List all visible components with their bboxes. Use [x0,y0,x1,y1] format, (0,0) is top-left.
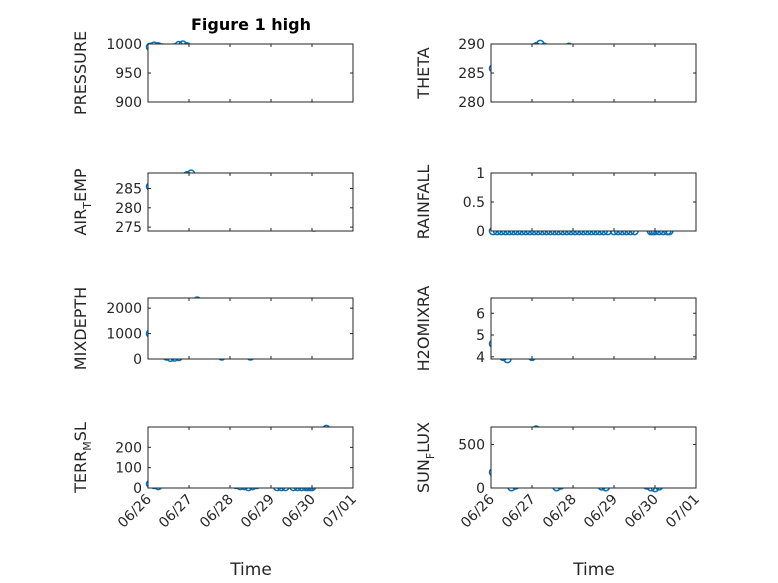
subplot-7: 0 100 200 06/26 06/27 06/28 06/29 06/30 07/01 TER… [71,422,360,531]
x-tick-label: 06/29 [238,492,278,532]
x-tick-label: 07/01 [320,492,360,532]
y-tick-label: 950 [115,66,142,82]
y-tick-label: 200 [115,440,142,456]
axes-frame [490,172,697,232]
axes-frame [147,426,354,489]
y-tick-label: 0 [476,224,485,240]
y-tick-label: 5 [476,328,485,344]
subplot-4: 0 0.5 1 RAINFALL [414,165,697,240]
x-tick-label: 06/28 [540,492,580,532]
y-tick-label: 285 [458,66,485,82]
y-tick-label: 500 [458,437,485,453]
x-tick-label: 06/26 [458,491,498,531]
y-tick-label: 0 [133,352,142,368]
subplot-5: 0 1000 2000 MIXDEPTH [71,287,354,370]
subplot-2: 280 285 290 THETA [414,37,697,111]
y-axis-label: THETA [414,47,433,99]
x-tick-label: 07/01 [663,492,703,532]
y-tick-label: 0 [476,481,485,497]
x-tick-label: 06/26 [115,491,155,531]
y-axis-label: PRESSURE [71,31,90,115]
axes-frame [147,43,354,103]
y-axis-label: SUNFLUX [414,422,437,493]
y-tick-label: 4 [476,350,485,366]
y-tick-label: 0.5 [463,195,485,211]
x-tick-label: 06/30 [622,492,662,532]
y-tick-label: 0 [133,481,142,497]
axes-frame [490,426,697,489]
y-tick-label: 280 [115,201,142,217]
y-axis-label: AIRTEMP [71,168,94,235]
axes-frame [490,297,697,360]
axes-frame [147,172,354,232]
y-tick-label: 1000 [106,37,142,53]
x-tick-label: 06/27 [156,492,196,532]
y-tick-label: 100 [115,461,142,477]
x-tick-label: 06/30 [279,492,319,532]
y-axis-label: MIXDEPTH [71,287,90,370]
y-tick-label: 275 [115,220,142,236]
subplot-1: 900 950 1000 PRESSURE [71,31,354,115]
y-axis-label: H2OMIXRA [414,286,433,372]
subplot-3: 275 280 285 AIRTEMP [71,168,354,236]
y-tick-label: 6 [476,306,485,322]
x-axis-label-left: Time [229,560,272,580]
y-tick-label: 290 [458,37,485,53]
y-tick-label: 1 [476,166,485,182]
x-tick-label: 06/28 [197,492,237,532]
y-tick-label: 2000 [106,301,142,317]
axes-frame [147,297,354,360]
x-axis-label-right: Time [572,560,615,580]
x-tick-label: 06/27 [499,492,539,532]
y-tick-label: 285 [115,181,142,197]
subplot-6: 4 5 6 H2OMIXRA [414,286,697,372]
axes-frame [490,43,697,103]
x-tick-label: 06/29 [581,492,621,532]
figure-title: Figure 1 high [191,15,311,34]
y-tick-label: 280 [458,95,485,111]
y-tick-label: 1000 [106,327,142,343]
y-tick-label: 900 [115,95,142,111]
subplot-8: 0 500 06/26 06/27 06/28 06/29 06/30 07/01 SUNFLU… [414,422,703,531]
y-axis-label: RAINFALL [414,165,433,240]
y-axis-label: TERRMSL [71,422,94,494]
